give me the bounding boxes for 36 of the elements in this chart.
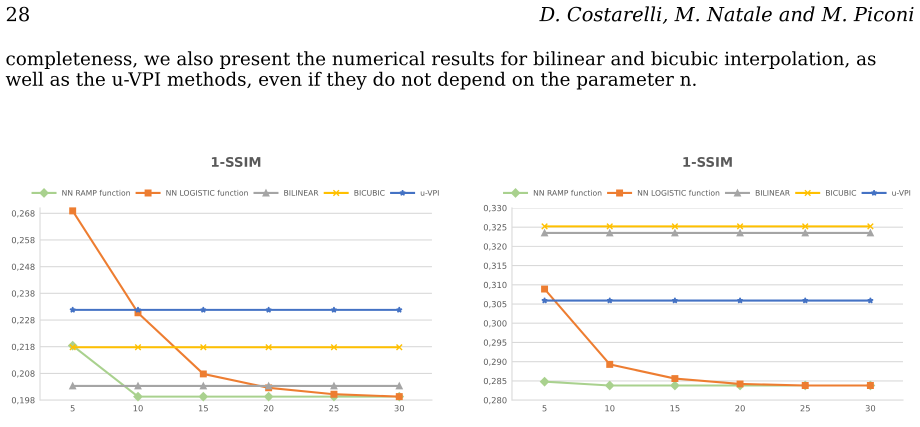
x-tick-label: 20 bbox=[264, 405, 274, 412]
x-tick-label: 30 bbox=[866, 405, 876, 412]
chart-title: 1-SSIM bbox=[212, 156, 260, 167]
text: 28 bbox=[6, 6, 29, 22]
x-tick-label: 15 bbox=[670, 405, 680, 412]
x-tick-label: 5 bbox=[542, 405, 546, 412]
y-tick-label: 0,310 bbox=[484, 282, 507, 289]
y-tick-label: 0,300 bbox=[484, 320, 507, 328]
x-tick-label: 25 bbox=[800, 405, 810, 412]
text: D. Costarelli, M. Natale and M. Piconi bbox=[539, 6, 914, 24]
y-tick-label: 0,315 bbox=[484, 262, 506, 270]
y-tick-label: 0,330 bbox=[484, 204, 507, 212]
x-tick-label: 20 bbox=[735, 405, 745, 412]
x-tick-label: 25 bbox=[329, 405, 339, 412]
y-tick-label: 0,218 bbox=[12, 344, 35, 351]
x-tick-label: 10 bbox=[134, 405, 143, 412]
y-tick-label: 0,325 bbox=[484, 224, 506, 232]
chart-title: 1-SSIM bbox=[683, 156, 732, 167]
x-tick-label: 30 bbox=[394, 405, 404, 412]
y-tick-label: 0,280 bbox=[484, 397, 507, 404]
y-tick-label: 0,320 bbox=[484, 243, 507, 251]
y-tick-label: 0,305 bbox=[484, 301, 506, 308]
text: completeness, we also present the numerical results for bilinear and bicubic interpolation, as well as the u-VPI methods, even if they do not depend on the parameter n. bbox=[6, 51, 876, 90]
y-tick-label: 0,295 bbox=[484, 339, 506, 347]
y-tick-label: 0,208 bbox=[12, 370, 35, 378]
y-tick-label: 0,228 bbox=[12, 317, 35, 324]
y-tick-label: 0,268 bbox=[12, 210, 35, 218]
x-tick-label: 15 bbox=[198, 405, 208, 412]
y-tick-label: 0,198 bbox=[12, 397, 35, 404]
y-tick-label: 0,285 bbox=[484, 378, 506, 386]
y-tick-label: 0,290 bbox=[484, 358, 507, 366]
y-tick-label: 0,238 bbox=[12, 290, 35, 298]
y-tick-label: 0,258 bbox=[12, 236, 35, 244]
x-tick-label: 10 bbox=[605, 405, 614, 412]
y-tick-label: 0,248 bbox=[12, 264, 35, 271]
x-tick-label: 5 bbox=[70, 405, 75, 412]
